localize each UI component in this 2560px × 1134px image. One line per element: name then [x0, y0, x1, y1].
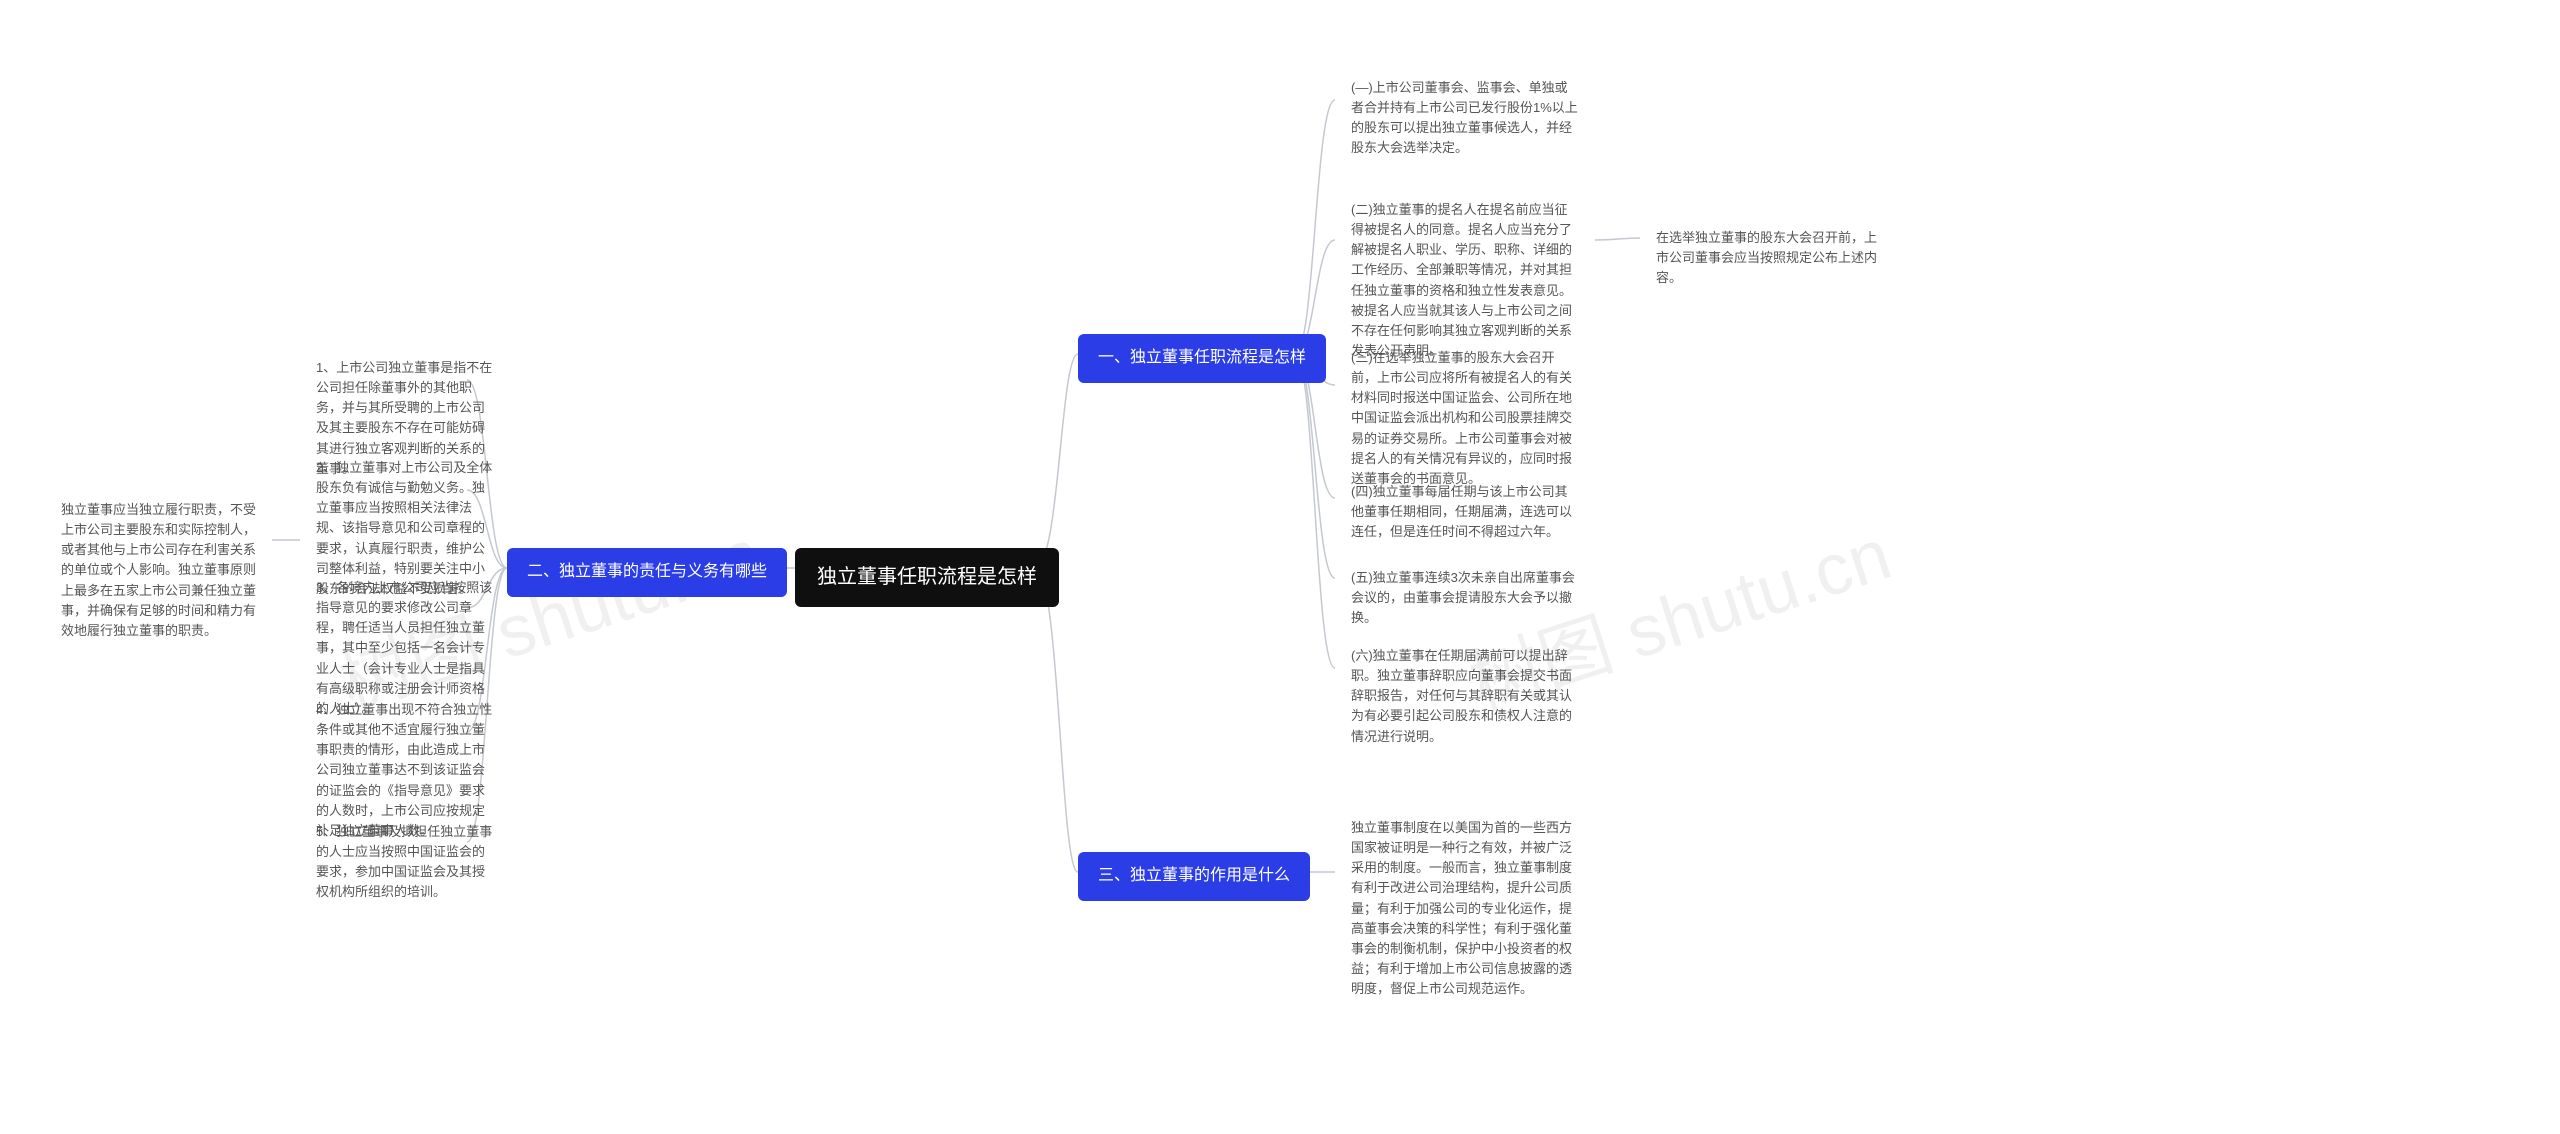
root-node: 独立董事任职流程是怎样: [795, 548, 1059, 607]
leaf-b1-4: (四)独立董事每届任期与该上市公司其他董事任期相同，任期届满，连选可以连任，但是…: [1335, 472, 1595, 552]
branch-2: 二、独立董事的责任与义务有哪些: [507, 548, 787, 597]
leaf-b2-0: 独立董事应当独立履行职责，不受上市公司主要股东和实际控制人，或者其他与上市公司存…: [45, 490, 275, 651]
branch-1: 一、独立董事任职流程是怎样: [1078, 334, 1326, 383]
leaf-b1-5: (五)独立董事连续3次未亲自出席董事会会议的，由董事会提请股东大会予以撤换。: [1335, 558, 1595, 638]
leaf-b2-5: 5、独立董事及拟担任独立董事的人士应当按照中国证监会的要求，参加中国证监会及其授…: [300, 812, 510, 913]
leaf-b1-6: (六)独立董事在任期届满前可以提出辞职。独立董事辞职应向董事会提交书面辞职报告，…: [1335, 636, 1595, 757]
leaf-b1-2-1: 在选举独立董事的股东大会召开前，上市公司董事会应当按照规定公布上述内容。: [1640, 218, 1900, 298]
leaf-b1-1: (—)上市公司董事会、监事会、单独或者合并持有上市公司已发行股份1%以上的股东可…: [1335, 68, 1595, 169]
branch-3: 三、独立董事的作用是什么: [1078, 852, 1310, 901]
leaf-b3-1: 独立董事制度在以美国为首的一些西方国家被证明是一种行之有效，并被广泛采用的制度。…: [1335, 808, 1595, 1009]
